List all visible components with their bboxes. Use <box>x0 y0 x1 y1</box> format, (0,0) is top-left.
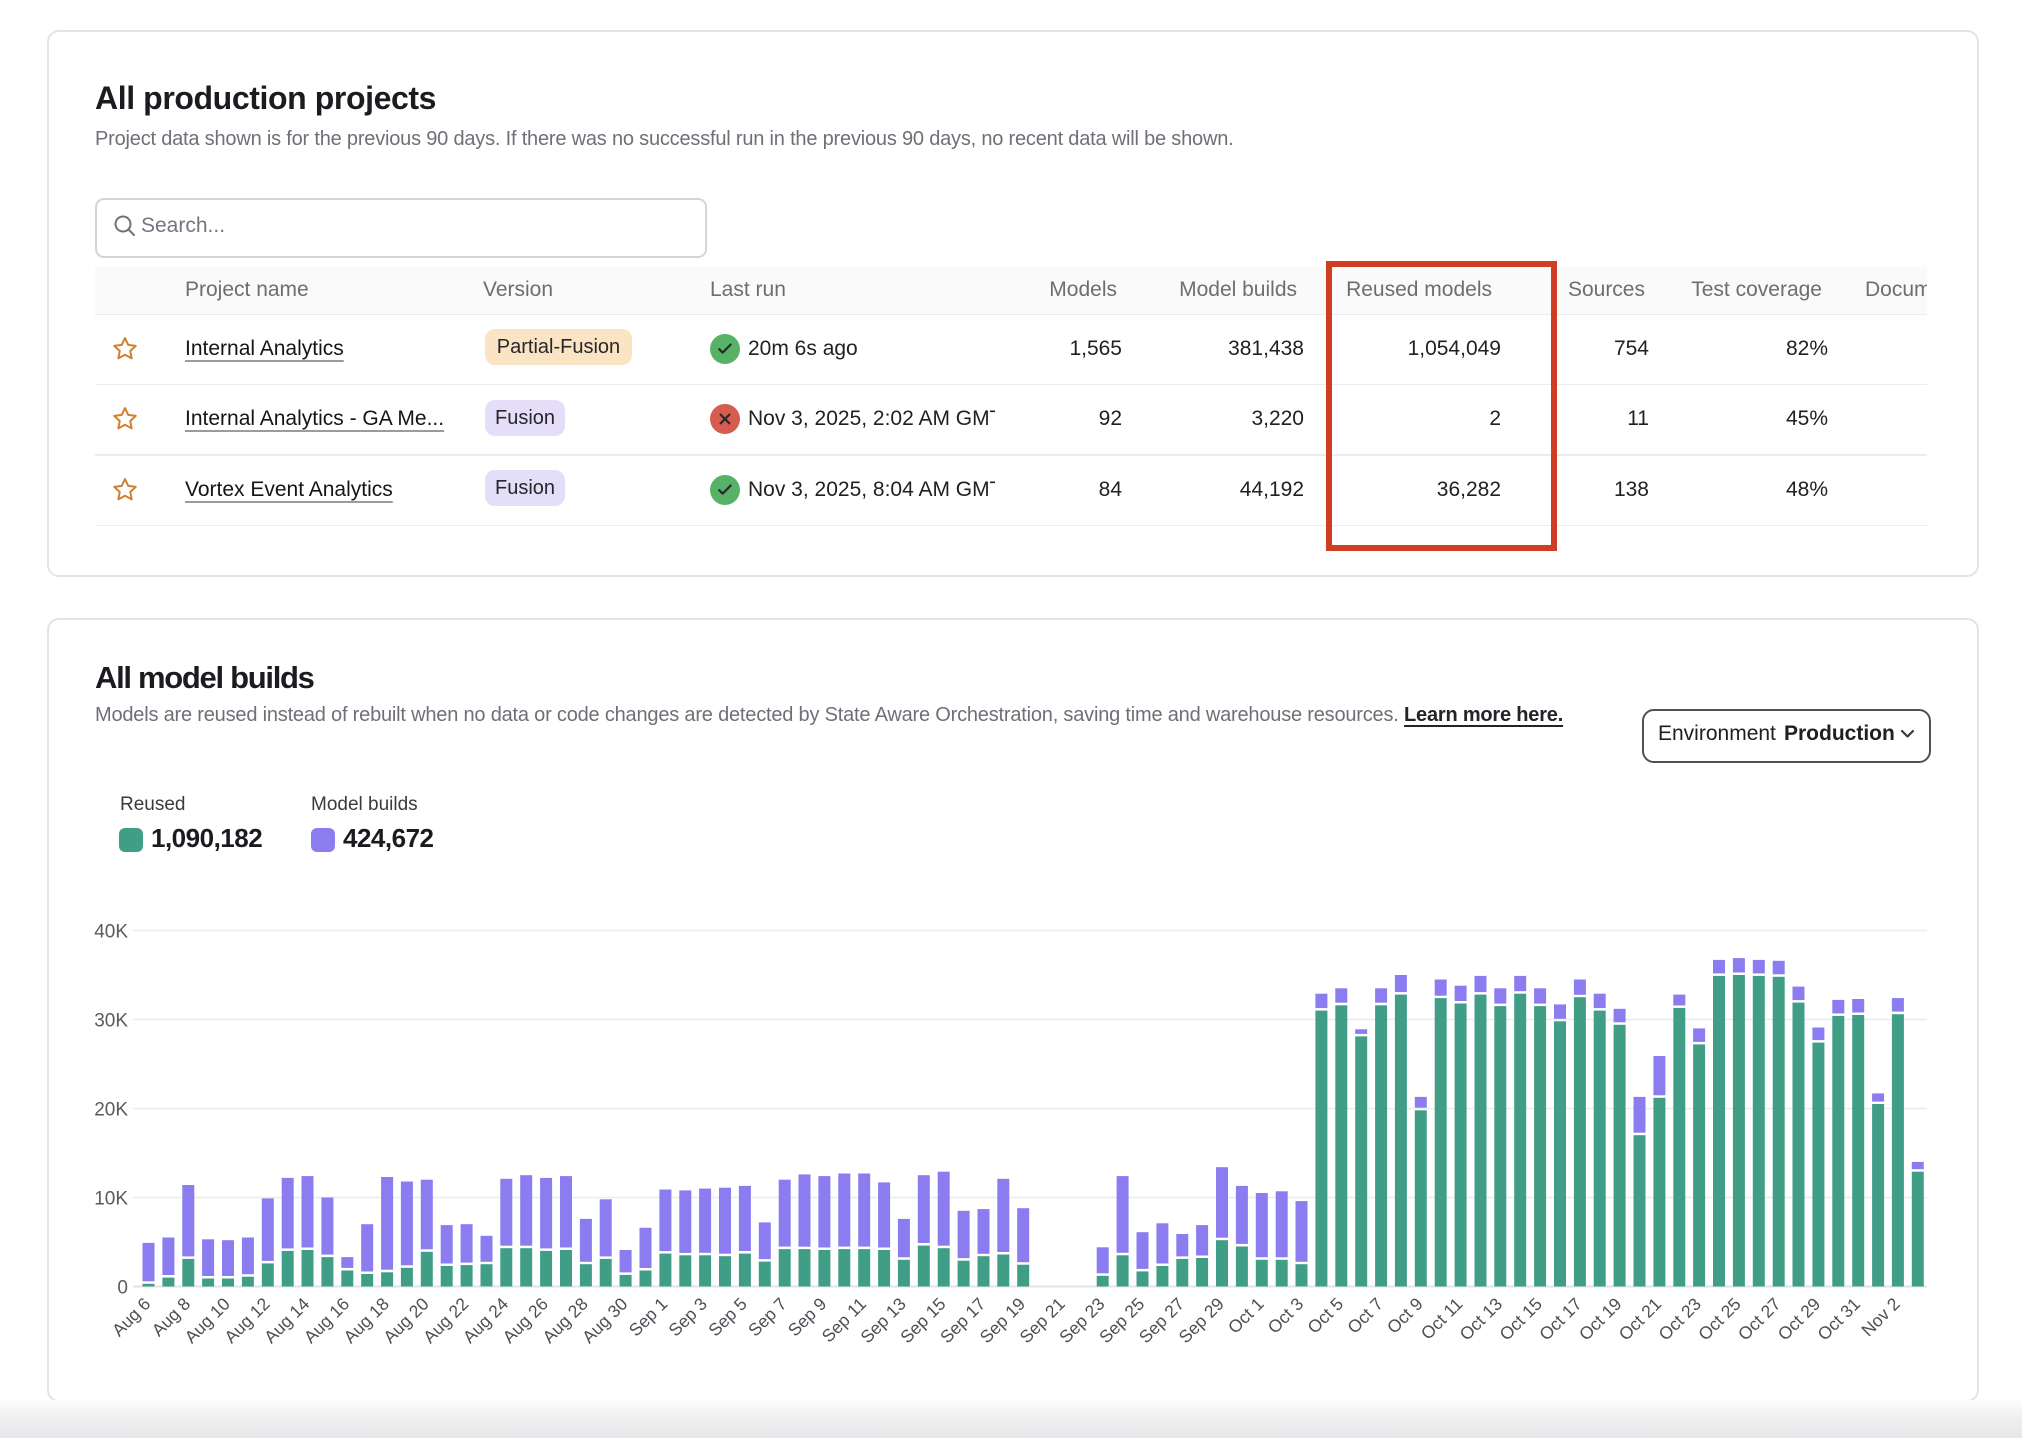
svg-text:Oct 21: Oct 21 <box>1615 1294 1666 1345</box>
svg-text:Oct 11: Oct 11 <box>1417 1294 1467 1344</box>
svg-text:0: 0 <box>117 1278 128 1299</box>
svg-text:Oct 13: Oct 13 <box>1456 1294 1507 1345</box>
svg-text:Oct 25: Oct 25 <box>1694 1294 1745 1345</box>
svg-text:20K: 20K <box>94 1100 128 1121</box>
svg-text:Oct 15: Oct 15 <box>1495 1294 1546 1345</box>
svg-text:Oct 27: Oct 27 <box>1734 1294 1785 1345</box>
svg-text:Oct 3: Oct 3 <box>1264 1294 1308 1338</box>
svg-text:Aug 30: Aug 30 <box>578 1294 632 1348</box>
svg-text:Nov 2: Nov 2 <box>1857 1294 1903 1340</box>
svg-text:Aug 6: Aug 6 <box>108 1294 154 1340</box>
svg-text:10K: 10K <box>94 1189 128 1210</box>
svg-text:Oct 7: Oct 7 <box>1343 1294 1387 1338</box>
svg-text:Oct 23: Oct 23 <box>1654 1294 1705 1345</box>
svg-text:40K: 40K <box>94 922 128 943</box>
svg-text:Sep 29: Sep 29 <box>1175 1294 1228 1347</box>
svg-text:Oct 5: Oct 5 <box>1303 1294 1347 1338</box>
svg-text:Oct 29: Oct 29 <box>1774 1294 1825 1345</box>
svg-text:Sep 3: Sep 3 <box>664 1294 710 1340</box>
svg-text:Sep 7: Sep 7 <box>744 1294 790 1340</box>
svg-text:Oct 1: Oct 1 <box>1224 1294 1268 1338</box>
svg-text:Oct 31: Oct 31 <box>1813 1294 1864 1345</box>
svg-text:Oct 17: Oct 17 <box>1535 1294 1586 1345</box>
svg-text:Sep 1: Sep 1 <box>625 1294 671 1340</box>
svg-text:Sep 5: Sep 5 <box>704 1294 750 1340</box>
svg-text:30K: 30K <box>94 1011 128 1032</box>
svg-text:Oct 19: Oct 19 <box>1575 1294 1626 1345</box>
